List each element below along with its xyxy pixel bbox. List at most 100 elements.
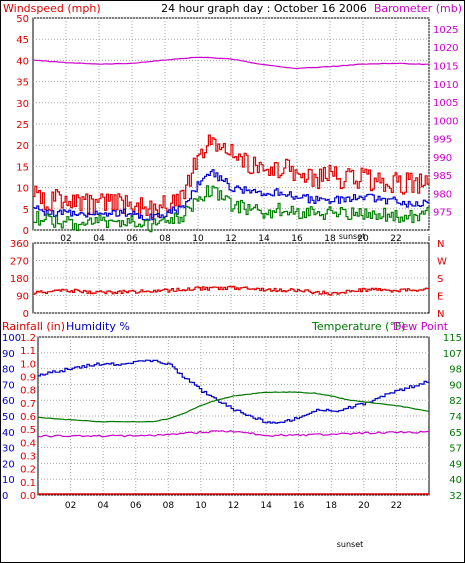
barometer-tick-label: 985 (433, 171, 452, 182)
time-tick-label: 02 (65, 501, 76, 511)
rainfall-tick-label: 0.6 (20, 412, 36, 423)
time-tick-label: 02 (60, 234, 71, 244)
temperature-axis: 32 40 49 57 65 74 82 90 98 107 115 (443, 333, 462, 502)
humidity-axis: 0 10 20 30 40 50 60 70 80 90 100 (2, 333, 21, 502)
barometer-tick-label: 995 (433, 135, 452, 146)
time-tick-label: 08 (163, 501, 175, 511)
time-tick-label: 04 (93, 234, 105, 244)
windspeed-series-max (33, 134, 430, 219)
barometer-tick-label: 975 (433, 208, 452, 219)
time-tick-label: i (428, 234, 431, 244)
humidity-tick-label: 90 (2, 349, 15, 360)
time-tick-label: 12 (228, 501, 239, 511)
direction-compass-tick: N (437, 309, 444, 320)
rainfall-tick-label: 0.8 (20, 386, 36, 397)
rainfall-tick-label: 1.0 (20, 359, 36, 370)
rainfall-tick-label: 0.7 (20, 399, 36, 410)
barometer-tick-label: 1000 (433, 116, 458, 127)
humidity-tick-label: 60 (2, 396, 15, 407)
windspeed-tick-label: 15 (16, 162, 29, 173)
windspeed-tick-label: 40 (16, 56, 29, 67)
time-tick-label: 08 (159, 234, 171, 244)
temperature-series-line (37, 391, 430, 423)
windspeed-series-min (33, 185, 430, 233)
time-tick-label: 20 (357, 234, 369, 244)
time-tick-label: 10 (195, 501, 207, 511)
windspeed-tick-label: 0 (23, 226, 29, 237)
sunset-label-lower: sunset (337, 540, 364, 549)
direction-compass-tick: N (437, 239, 444, 250)
rainfall-tick-label: 0.0 (20, 491, 36, 502)
time-tick-label: 14 (258, 234, 270, 244)
barometer-axis-title: Barometer (mb) (374, 2, 462, 15)
barometer-tick-label: 1025 (433, 25, 458, 36)
time-tick-label: 14 (260, 501, 272, 511)
humidity-tick-label: 80 (2, 365, 15, 376)
rainfall-tick-label: 0.9 (20, 373, 36, 384)
direction-degree-tick: 0 (23, 309, 29, 320)
temperature-tick-label: 82 (449, 396, 462, 407)
barometer-tick-label: 1020 (433, 43, 458, 54)
temperature-tick-label: 74 (449, 412, 462, 423)
windspeed-tick-label: 5 (23, 205, 29, 216)
rainfall-tick-label: 0.2 (20, 465, 36, 476)
barometer-tick-label: 1015 (433, 62, 458, 73)
rainfall-axis: 0.0 0.1 0.2 0.3 0.4 0.5 0.6 0.7 0.8 0.9 1.0 1.1 1.2 (20, 333, 36, 502)
wind-series (32, 56, 430, 233)
barometer-tick-label: 1010 (433, 80, 458, 91)
barometer-tick-label: 980 (433, 189, 452, 200)
rainfall-tick-label: 0.5 (20, 425, 36, 436)
barometer-tick-label: 1005 (433, 98, 458, 109)
direction-degree-tick: 270 (10, 257, 29, 268)
temperature-tick-label: 115 (443, 333, 462, 344)
time-tick-label: 16 (291, 234, 303, 244)
time-tick-label: 18 (324, 234, 336, 244)
rainfall-tick-label: 1.1 (20, 346, 36, 357)
chart-title: 24 hour graph day : October 16 2006 (161, 2, 367, 15)
temperature-axis-title: Temperature (°F) (311, 320, 406, 333)
rainfall-tick-label: 1.2 (20, 333, 36, 344)
temperature-tick-label: 90 (449, 380, 462, 391)
humidity-tick-label: 70 (2, 380, 15, 391)
temperature-tick-label: 65 (449, 428, 462, 439)
sunset-label: sunset (339, 232, 366, 241)
rainfall-tick-label: 0.3 (20, 452, 36, 463)
direction-series (33, 285, 429, 296)
direction-compass-tick: E (437, 292, 443, 303)
humidity-tick-label: 100 (2, 333, 21, 344)
wind-time-axis: 02 04 06 08 10 12 14 16 18 20 22 i (60, 234, 430, 244)
temperature-tick-label: 107 (443, 349, 462, 360)
windspeed-tick-label: 50 (16, 14, 29, 25)
time-tick-label: 04 (97, 501, 109, 511)
rain-time-axis: 02 04 06 08 10 12 14 16 18 20 22 (65, 501, 402, 511)
humidity-tick-label: 30 (2, 444, 15, 455)
windspeed-series-avg (33, 169, 430, 221)
wind-direction-series-line (33, 285, 429, 296)
direction-compass-tick: W (437, 257, 447, 268)
windspeed-tick-label: 25 (16, 120, 29, 131)
direction-compass-tick: S (437, 274, 443, 285)
temperature-tick-label: 49 (449, 459, 462, 470)
barometer-tick-label: 990 (433, 153, 452, 164)
windspeed-tick-label: 45 (16, 35, 29, 46)
direction-degree-tick: 180 (10, 274, 29, 285)
direction-grid (33, 242, 429, 314)
time-tick-label: 06 (126, 234, 138, 244)
temperature-tick-label: 32 (449, 491, 462, 502)
windspeed-tick-label: 10 (16, 184, 29, 195)
direction-degree-tick: 90 (16, 292, 29, 303)
time-tick-label: 22 (390, 234, 401, 244)
time-tick-label: 12 (225, 234, 236, 244)
humidity-tick-label: 0 (2, 491, 8, 502)
humidity-tick-label: 10 (2, 475, 15, 486)
humidity-tick-label: 50 (2, 412, 15, 423)
direction-degree-tick: 360 (10, 239, 29, 250)
barometer-axis: 975 980 985 990 995 1000 1005 1010 1015 1020 1025 (433, 25, 458, 219)
time-tick-label: 18 (326, 501, 338, 511)
time-tick-label: 06 (130, 501, 142, 511)
windspeed-tick-label: 20 (16, 141, 29, 152)
rainfall-tick-label: 0.1 (20, 478, 36, 489)
